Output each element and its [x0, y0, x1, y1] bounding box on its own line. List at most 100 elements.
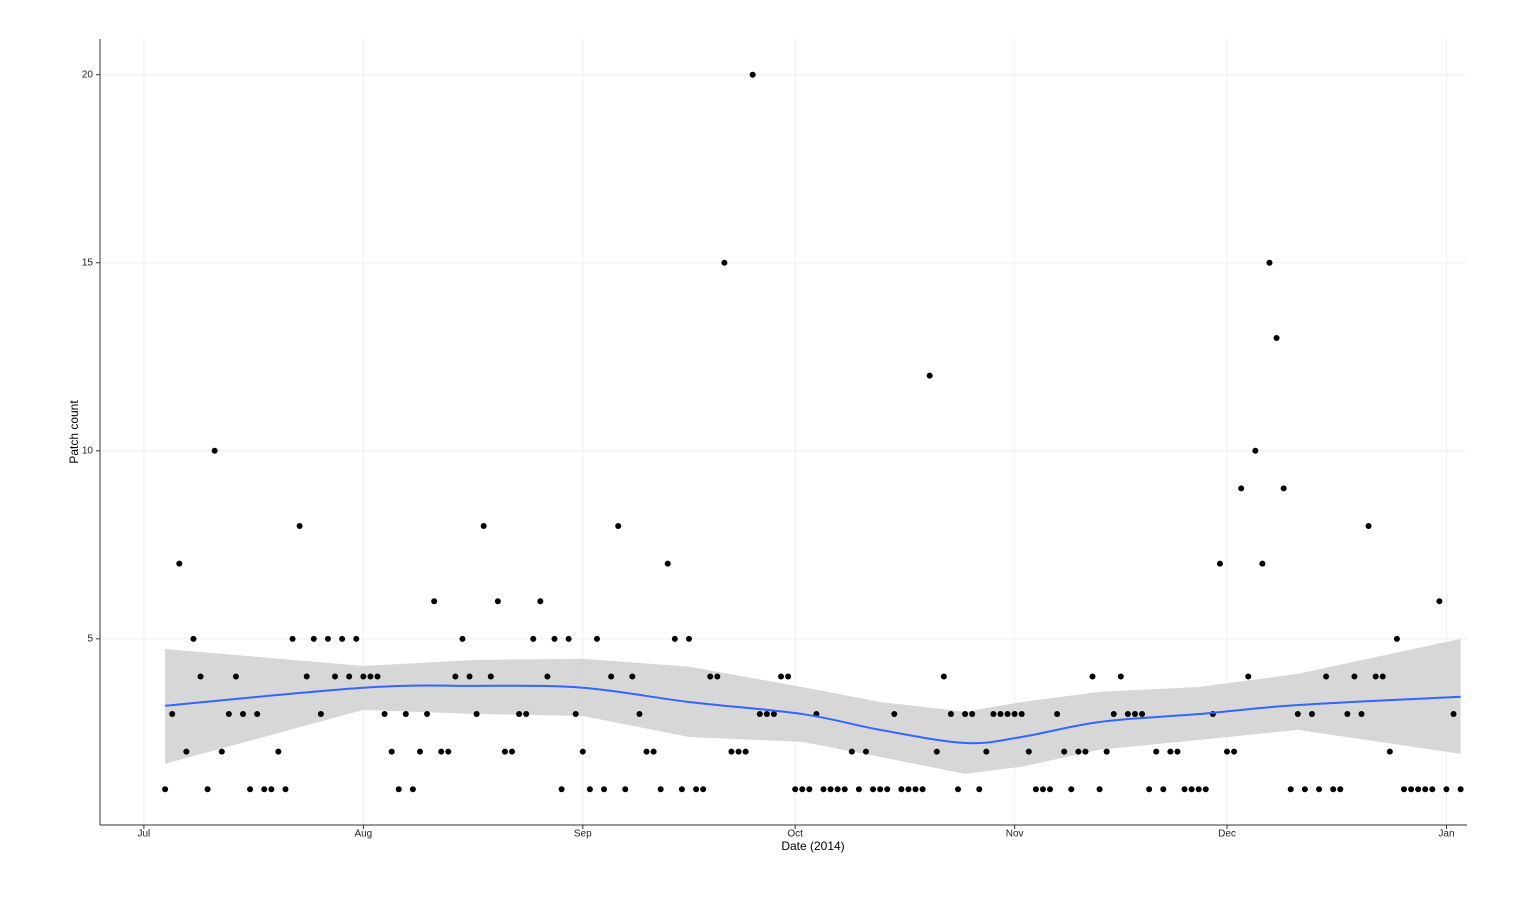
x-tick-label: Aug [354, 829, 372, 840]
point [1153, 748, 1160, 755]
point [558, 786, 565, 793]
point [424, 711, 431, 718]
point [197, 673, 204, 680]
point [162, 786, 169, 793]
x-tick-label: Nov [1006, 829, 1024, 840]
point [1287, 786, 1294, 793]
point [926, 372, 933, 379]
point [1351, 673, 1358, 680]
point [1216, 560, 1223, 567]
point [282, 786, 289, 793]
point [969, 711, 976, 718]
point [523, 711, 530, 718]
y-tick-label: 20 [82, 69, 94, 80]
point [855, 786, 862, 793]
point [650, 748, 657, 755]
point [721, 259, 728, 266]
point [664, 560, 671, 567]
point [891, 711, 898, 718]
point [1096, 786, 1103, 793]
point [1415, 786, 1422, 793]
point [919, 786, 926, 793]
point [169, 711, 176, 718]
point [1224, 748, 1231, 755]
point [466, 673, 473, 680]
point [735, 748, 742, 755]
point [232, 673, 239, 680]
point [990, 711, 997, 718]
point [749, 71, 756, 78]
y-tick-label: 5 [87, 633, 93, 644]
point [1075, 748, 1082, 755]
point [1365, 523, 1372, 530]
point [770, 711, 777, 718]
point [1238, 485, 1245, 492]
point [1054, 711, 1061, 718]
point [983, 748, 990, 755]
point [254, 711, 261, 718]
point [1047, 786, 1054, 793]
point [367, 673, 374, 680]
point [728, 748, 735, 755]
point [848, 748, 855, 755]
point [799, 786, 806, 793]
point [190, 635, 197, 642]
point [792, 786, 799, 793]
point [601, 786, 608, 793]
point [933, 748, 940, 755]
point [657, 786, 664, 793]
point [785, 673, 792, 680]
point [1344, 711, 1351, 718]
point [445, 748, 452, 755]
y-tick-label: 10 [82, 445, 94, 456]
point [332, 673, 339, 680]
point [905, 786, 912, 793]
point [714, 673, 721, 680]
point [395, 786, 402, 793]
point [763, 711, 770, 718]
point [1358, 711, 1365, 718]
point [388, 748, 395, 755]
point [1422, 786, 1429, 793]
point [1025, 748, 1032, 755]
point [1386, 748, 1393, 755]
point [877, 786, 884, 793]
point [1245, 673, 1252, 680]
point [622, 786, 629, 793]
point [1181, 786, 1188, 793]
point [1457, 786, 1464, 793]
point [643, 748, 650, 755]
x-tick-label: Jan [1438, 829, 1454, 840]
x-axis-title: Date (2014) [781, 839, 844, 853]
point [310, 635, 317, 642]
point [1231, 748, 1238, 755]
point [346, 673, 353, 680]
point [530, 635, 537, 642]
point [374, 673, 381, 680]
point [1393, 635, 1400, 642]
point [820, 786, 827, 793]
point [962, 711, 969, 718]
confidence-band [165, 638, 1461, 774]
point [572, 711, 579, 718]
point [211, 447, 218, 454]
point [459, 635, 466, 642]
point [1337, 786, 1344, 793]
point [1330, 786, 1337, 793]
point [289, 635, 296, 642]
point [1167, 748, 1174, 755]
point [381, 711, 388, 718]
point [1372, 673, 1379, 680]
point [176, 560, 183, 567]
smooth-line [165, 684, 1461, 745]
point [678, 786, 685, 793]
point [841, 786, 848, 793]
point [438, 748, 445, 755]
point [225, 711, 232, 718]
point [1308, 711, 1315, 718]
y-axis-title: Patch count [67, 400, 81, 464]
point [827, 786, 834, 793]
point [1124, 711, 1131, 718]
point [671, 635, 678, 642]
